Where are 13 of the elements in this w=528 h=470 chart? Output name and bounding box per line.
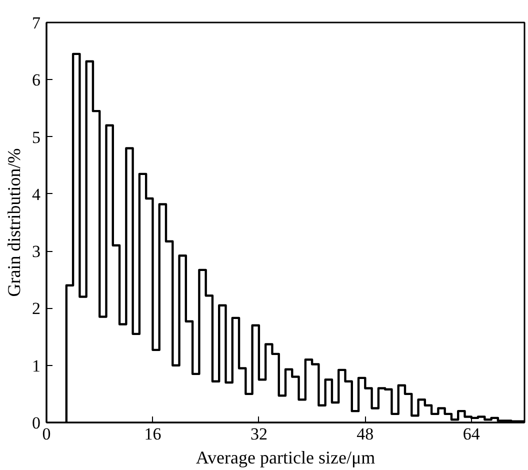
y-tick-label: 2 [32,299,40,318]
y-tick-label: 7 [32,14,41,32]
y-tick-label: 6 [32,70,40,90]
y-tick-label: 4 [32,184,41,204]
x-tick-label: 48 [356,424,374,444]
x-tick-label: 64 [462,424,480,444]
x-axis-title: Average particle size/μm [196,448,376,468]
y-tick-label: 3 [32,242,40,262]
y-tick-label: 1 [32,356,40,376]
y-axis-title: Grain distribution/% [4,148,24,297]
x-tick-label: 32 [250,424,268,444]
y-tick-label: 5 [32,128,40,147]
x-tick-label: 16 [144,424,162,444]
